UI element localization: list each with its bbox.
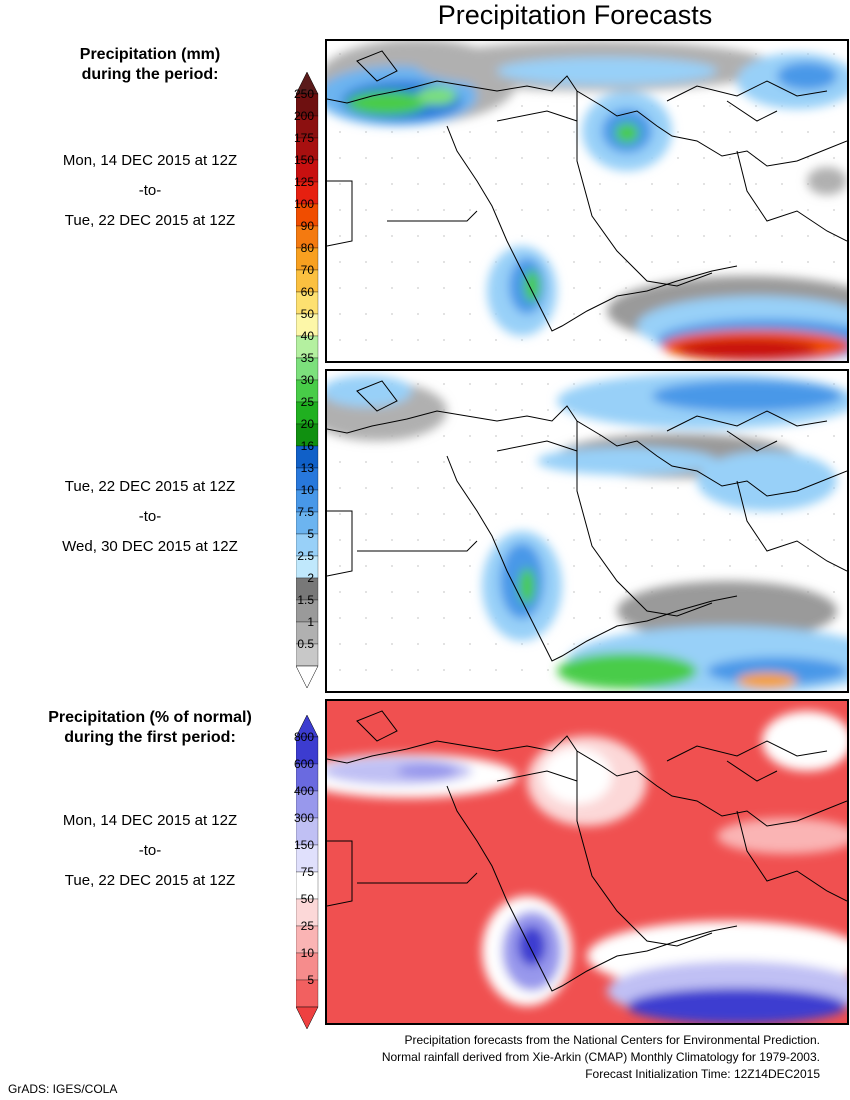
precip-scale-label: 7.5 bbox=[297, 505, 314, 519]
percent-scale-label: 10 bbox=[300, 946, 314, 960]
precip-scale-label: 2.5 bbox=[297, 549, 314, 563]
percent-heading-line2: during the first period: bbox=[64, 729, 236, 746]
precip-field-week1 bbox=[327, 41, 847, 361]
precip-scale-bottom-arrow bbox=[296, 665, 319, 688]
percent-scale-label: 25 bbox=[300, 919, 314, 933]
percent-scale-label: 600 bbox=[293, 757, 314, 771]
precip-scale-label: 80 bbox=[300, 241, 314, 255]
footer-line1: Precipitation forecasts from the Nationa… bbox=[404, 1033, 820, 1047]
precip-scale-label: 70 bbox=[300, 263, 314, 277]
precip-scale-label: 1 bbox=[307, 615, 314, 629]
precip-scale-label: 40 bbox=[300, 329, 314, 343]
period2-end: Wed, 30 DEC 2015 at 12Z bbox=[62, 538, 238, 555]
percent-field bbox=[327, 711, 847, 1023]
percent-scale-label: 50 bbox=[300, 892, 314, 906]
precip-scale-label: 5 bbox=[307, 527, 314, 541]
period1-start: Mon, 14 DEC 2015 at 12Z bbox=[62, 152, 238, 169]
percent-scale-label: 150 bbox=[293, 838, 314, 852]
precip-scale-label: 150 bbox=[293, 153, 314, 167]
map-panel-precip-week2 bbox=[325, 369, 849, 693]
precip-scale-label: 250 bbox=[293, 87, 314, 101]
period1-end: Tue, 22 DEC 2015 at 12Z bbox=[64, 212, 236, 229]
precip-scale-label: 60 bbox=[300, 285, 314, 299]
percent-scale-label: 5 bbox=[307, 973, 314, 987]
percent-colorbar: 800 600 400 300 150 75 50 25 10 5 bbox=[294, 715, 346, 1029]
precip-scale-label: 0.5 bbox=[297, 637, 314, 651]
precip-scale-label: 200 bbox=[293, 109, 314, 123]
period3-start: Mon, 14 DEC 2015 at 12Z bbox=[62, 812, 238, 829]
percent-scale-label: 800 bbox=[293, 730, 314, 744]
page-title: Precipitation Forecasts bbox=[437, 0, 713, 30]
percent-scale-label: 300 bbox=[293, 811, 314, 825]
grads-credit: GrADS: IGES/COLA bbox=[8, 1082, 118, 1096]
precip-field-week2 bbox=[327, 373, 847, 691]
precip-scale-label: 25 bbox=[300, 395, 314, 409]
map-panel-percent-normal bbox=[325, 699, 849, 1025]
precip-scale-label: 100 bbox=[293, 197, 314, 211]
coastlines-week1 bbox=[327, 50, 847, 332]
precip-heading-line1: Precipitation (mm) bbox=[79, 46, 221, 63]
period1-to: -to- bbox=[138, 182, 162, 199]
precip-scale-label: 30 bbox=[300, 373, 314, 387]
map-panel-precip-week1 bbox=[325, 39, 849, 363]
precip-colorbar: 250 200 175 150 125 100 90 80 70 60 50 40 35 30 25 20 16… bbox=[294, 72, 346, 688]
precip-scale-label: 90 bbox=[300, 219, 314, 233]
percent-scale-label: 75 bbox=[300, 865, 314, 879]
precip-scale-label: 20 bbox=[300, 417, 314, 431]
precip-scale-label: 50 bbox=[300, 307, 314, 321]
footer-line2: Normal rainfall derived from Xie-Arkin (… bbox=[381, 1050, 820, 1064]
precip-scale-label: 1.5 bbox=[297, 593, 314, 607]
percent-heading-line1: Precipitation (% of normal) bbox=[48, 709, 252, 726]
period3-end: Tue, 22 DEC 2015 at 12Z bbox=[64, 872, 236, 889]
footer-line3: Forecast Initialization Time: 12Z14DEC20… bbox=[585, 1067, 820, 1081]
precip-scale-label: 175 bbox=[293, 131, 314, 145]
precip-scale-label: 10 bbox=[300, 483, 314, 497]
precip-scale-label: 35 bbox=[300, 351, 314, 365]
coastlines-week2 bbox=[327, 380, 847, 662]
coastlines-percent bbox=[327, 710, 847, 992]
period3-to: -to- bbox=[138, 842, 162, 859]
precip-scale-label: 13 bbox=[300, 461, 314, 475]
precip-heading-line2: during the period: bbox=[81, 66, 219, 83]
percent-scale-bottom-arrow bbox=[296, 1006, 319, 1029]
precip-scale-label: 2 bbox=[307, 571, 314, 585]
precip-scale-label: 125 bbox=[293, 175, 314, 189]
precip-scale-label: 16 bbox=[300, 439, 314, 453]
period2-start: Tue, 22 DEC 2015 at 12Z bbox=[64, 478, 236, 495]
percent-scale-label: 400 bbox=[293, 784, 314, 798]
period2-to: -to- bbox=[138, 508, 162, 525]
